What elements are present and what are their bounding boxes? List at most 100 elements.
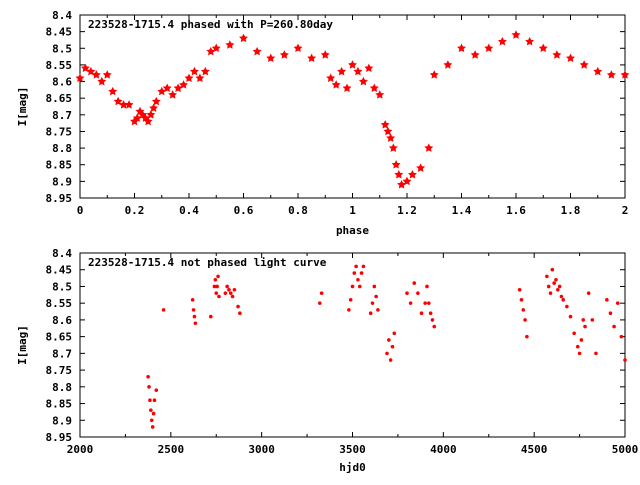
data-point	[86, 66, 96, 76]
data-point	[385, 351, 389, 356]
data-point	[412, 281, 417, 285]
x-axis-label: hjd0	[339, 461, 366, 474]
data-point	[423, 301, 427, 305]
data-point	[545, 274, 549, 279]
data-point	[432, 324, 437, 329]
data-point	[132, 113, 142, 122]
y-tick-label: 8.5	[52, 42, 72, 55]
data-point	[326, 73, 336, 82]
data-point	[387, 338, 391, 342]
data-point	[113, 96, 123, 106]
data-point	[143, 116, 153, 126]
data-point	[102, 70, 112, 79]
y-tick-label: 8.5	[52, 280, 72, 293]
data-point	[228, 291, 233, 295]
data-series	[146, 264, 627, 429]
x-tick-label: 5000	[612, 443, 639, 456]
data-point	[353, 66, 363, 76]
data-point	[575, 344, 580, 349]
data-point	[443, 60, 453, 69]
y-tick-label: 8.9	[52, 414, 72, 427]
data-point	[428, 311, 433, 316]
data-point	[230, 294, 235, 299]
data-point	[225, 284, 229, 289]
data-point	[151, 411, 156, 416]
data-point	[331, 80, 341, 89]
data-point	[419, 311, 424, 316]
data-point	[348, 60, 357, 69]
data-point	[216, 274, 220, 279]
data-point	[374, 294, 378, 299]
y-tick-label: 8.75	[46, 364, 73, 377]
data-point	[546, 284, 551, 289]
data-point	[358, 76, 368, 86]
data-point	[557, 284, 562, 289]
data-point	[252, 46, 262, 56]
data-point	[357, 284, 362, 289]
data-point	[146, 110, 156, 119]
x-tick-label: 0.6	[234, 204, 254, 217]
y-tick-label: 8.4	[52, 9, 72, 22]
plot-frame	[79, 14, 626, 199]
x-tick-label: 1	[349, 204, 356, 217]
data-point	[348, 298, 353, 302]
x-tick-label: 4000	[430, 443, 457, 456]
unphased-light-curve-panel: 2000 2500 3000 3500 4000 4500 5000 8.4 8.45 8.5 8.…	[16, 247, 638, 474]
data-point	[593, 66, 603, 76]
y-tick-label: 8.85	[46, 398, 73, 411]
data-point	[147, 385, 151, 389]
data-point	[511, 30, 521, 39]
data-point	[408, 170, 417, 179]
data-point	[192, 314, 197, 319]
data-point	[392, 331, 397, 336]
data-point	[337, 66, 347, 76]
data-point	[568, 314, 573, 319]
data-point	[190, 298, 195, 302]
data-point	[214, 291, 219, 295]
data-point	[612, 324, 616, 329]
data-point	[548, 291, 553, 295]
data-point	[416, 291, 420, 295]
y-tick-label: 8.55	[46, 297, 73, 310]
data-point	[195, 73, 205, 82]
y-tick-label: 8.6	[52, 314, 72, 327]
data-point	[559, 294, 564, 299]
data-point	[209, 314, 213, 319]
data-point	[416, 163, 426, 172]
data-point	[397, 180, 406, 189]
y-tick-label: 8.6	[52, 76, 72, 89]
data-point	[212, 284, 217, 289]
data-point	[552, 281, 556, 285]
y-tick-label: 8.95	[46, 431, 73, 444]
data-point	[566, 53, 575, 63]
x-tick-label: 2	[622, 204, 629, 217]
data-point	[372, 284, 377, 289]
chart-title: 223528-1715.4 not phased light curve	[88, 256, 327, 269]
data-point	[215, 284, 219, 289]
data-point	[425, 284, 429, 289]
data-point	[525, 36, 535, 46]
data-point	[157, 86, 167, 96]
data-point	[554, 277, 558, 282]
x-tick-label: 1.8	[561, 204, 581, 217]
data-point	[376, 308, 380, 312]
y-tick-label: 8.55	[46, 59, 73, 72]
y-tick-label: 8.75	[46, 125, 73, 138]
plot-frame	[79, 252, 626, 438]
data-point	[429, 70, 439, 79]
data-series	[75, 30, 630, 189]
data-point	[347, 308, 351, 312]
data-point	[550, 267, 555, 272]
data-point	[383, 126, 393, 136]
data-point	[148, 398, 152, 403]
data-point	[375, 90, 385, 99]
data-point	[538, 43, 548, 53]
data-point	[319, 291, 324, 295]
data-point	[184, 73, 194, 82]
y-tick-label: 8.45	[46, 26, 73, 39]
data-point	[606, 70, 616, 79]
data-point	[97, 76, 107, 86]
data-point	[232, 288, 237, 292]
data-point	[238, 311, 242, 316]
